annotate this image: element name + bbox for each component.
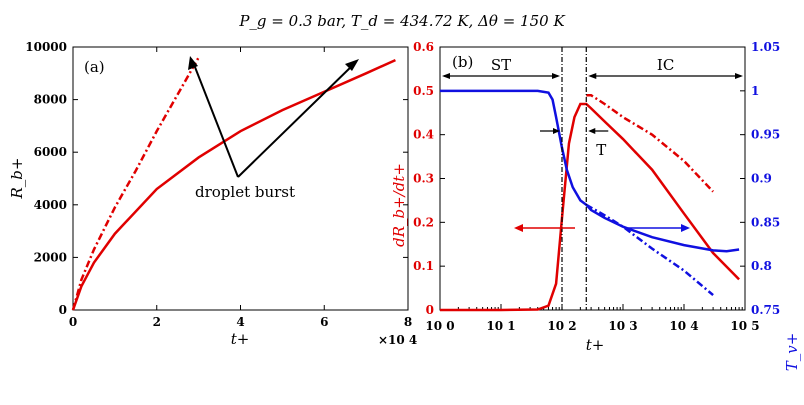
panel-b-left-y-axis-label: dR_b+/dt+ bbox=[390, 163, 408, 247]
ic-arrowhead-right bbox=[735, 73, 743, 79]
panel-b-series-2-line bbox=[440, 89, 740, 253]
panel-a-series-0-line bbox=[71, 56, 200, 311]
t-arrowhead-left bbox=[553, 128, 560, 134]
panel-b-left-tick-label: 0.4 bbox=[413, 128, 434, 142]
panel-a-x-tick-label: 8 bbox=[404, 315, 412, 329]
ic-label: IC bbox=[657, 56, 674, 74]
panel-a-y-tick-label: 10000 bbox=[25, 40, 67, 54]
panel-a-y-tick-label: 2000 bbox=[34, 250, 67, 264]
panel-b-x-tick-label: 10 5 bbox=[730, 319, 759, 333]
figure-title: P_g = 0.3 bar, T_d = 434.72 K, Δθ = 150 … bbox=[238, 12, 565, 30]
panel-b-right-tick-label: 1.05 bbox=[751, 40, 780, 54]
panel-a-x-tick-label: 4 bbox=[236, 315, 244, 329]
panel-b-left-tick-label: 0.5 bbox=[413, 84, 434, 98]
panel-a-x-axis-label: t+ bbox=[231, 330, 250, 348]
panel-b-regions: ST IC T bbox=[442, 47, 743, 310]
panel-a-x-tick-label: 2 bbox=[153, 315, 161, 329]
panel-b: (b) 10 0 10 1 10 2 10 3 10 4 10 5 00.10.20.30… bbox=[390, 40, 801, 371]
panel-b-x-ticks: 10 0 10 1 10 2 10 3 10 4 10 5 bbox=[425, 304, 760, 333]
panel-b-right-tick-label: 0.85 bbox=[751, 215, 780, 229]
t-arrowhead-right bbox=[588, 128, 596, 134]
panel-b-x-tick-label: 10 0 bbox=[425, 319, 454, 333]
panel-b-series-3-line bbox=[585, 203, 714, 297]
panel-b-left-tick-label: 0.3 bbox=[413, 172, 434, 186]
blue-axis-arrowhead bbox=[681, 224, 690, 232]
panel-b-left-tick-label: 0.2 bbox=[413, 215, 434, 229]
panel-a-y-tick-label: 6000 bbox=[34, 145, 67, 159]
panel-a-x-ticks: 0 2 4 6 8 bbox=[69, 47, 412, 329]
panel-a-y-tick-label: 8000 bbox=[34, 93, 67, 107]
panel-a: (a) 0 2 4 6 8 0 2000 4000 6000 8000 10000 ×10 4 t… bbox=[8, 40, 417, 348]
t-label: T bbox=[596, 141, 606, 159]
panel-b-right-tick-label: 1 bbox=[751, 84, 759, 98]
panel-a-series-1-line bbox=[71, 59, 396, 311]
panel-a-series bbox=[71, 56, 396, 311]
burst-arrowhead-1 bbox=[188, 56, 198, 70]
panel-b-x-tick-label: 10 4 bbox=[669, 319, 698, 333]
panel-b-right-tick-label: 0.75 bbox=[751, 303, 780, 317]
droplet-burst-annotation: droplet burst bbox=[188, 56, 359, 201]
panel-b-x-axis-label: t+ bbox=[586, 336, 605, 354]
panel-b-right-y-axis-label: T_v+ bbox=[783, 333, 801, 372]
burst-arrow-1 bbox=[192, 61, 239, 178]
panel-a-frame bbox=[72, 46, 409, 311]
panel-b-left-y-ticks: 0 0.1 0.2 0.3 0.4 0.5 0.6 bbox=[413, 40, 445, 317]
panel-b-series-0-line bbox=[440, 102, 740, 312]
st-label: ST bbox=[491, 56, 511, 74]
panel-a-x-tick-label: 0 bbox=[69, 315, 77, 329]
panel-b-left-tick-label: 0.1 bbox=[413, 259, 434, 273]
panel-b-series bbox=[440, 89, 740, 312]
burst-arrowhead-2 bbox=[345, 59, 359, 71]
panel-a-x-tick-label: 6 bbox=[320, 315, 328, 329]
panel-b-right-tick-label: 0.8 bbox=[751, 259, 772, 273]
panel-a-y-tick-label: 0 bbox=[59, 303, 67, 317]
st-arrowhead-left bbox=[442, 73, 450, 79]
panel-a-x-multiplier: ×10 4 bbox=[378, 333, 417, 347]
panel-a-y-ticks: 0 2000 4000 6000 8000 10000 bbox=[25, 40, 408, 317]
panel-b-left-tick-label: 0.6 bbox=[413, 40, 434, 54]
st-arrowhead-right bbox=[552, 73, 560, 79]
panel-a-label: (a) bbox=[84, 58, 105, 76]
panel-b-x-tick-label: 10 2 bbox=[547, 319, 576, 333]
droplet-burst-label: droplet burst bbox=[195, 183, 295, 201]
panel-b-series-1-line bbox=[586, 93, 715, 193]
ic-arrowhead-left bbox=[588, 73, 597, 79]
panel-b-label: (b) bbox=[452, 53, 473, 71]
panel-b-right-y-ticks: 0.75 0.8 0.85 0.9 0.95 1 1.05 bbox=[740, 40, 780, 317]
panel-b-frame bbox=[439, 46, 746, 311]
panel-b-left-tick-label: 0 bbox=[426, 303, 434, 317]
burst-arrow-2 bbox=[237, 62, 356, 178]
panel-b-right-tick-label: 0.95 bbox=[751, 128, 780, 142]
panel-b-right-tick-label: 0.9 bbox=[751, 172, 772, 186]
panel-b-x-tick-label: 10 1 bbox=[486, 319, 515, 333]
panel-a-y-tick-label: 4000 bbox=[34, 198, 67, 212]
panel-a-y-axis-label: R_b+ bbox=[8, 158, 26, 200]
red-axis-arrowhead bbox=[514, 224, 523, 232]
panel-b-x-tick-label: 10 3 bbox=[608, 319, 637, 333]
